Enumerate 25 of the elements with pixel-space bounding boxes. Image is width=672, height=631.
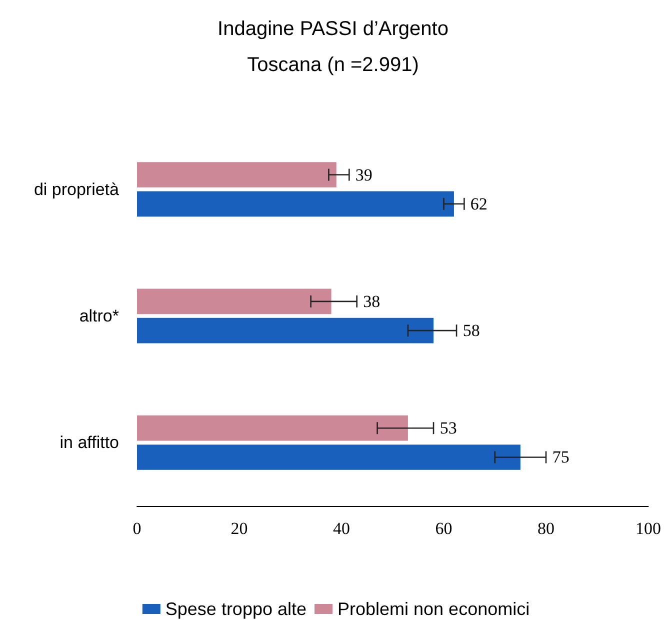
data-label: 39	[355, 165, 372, 184]
bar	[137, 191, 454, 217]
x-tick-label: 100	[636, 519, 661, 538]
y-tick-label: di proprietà	[34, 180, 120, 199]
y-tick-label: in affitto	[60, 433, 119, 452]
legend-label: Problemi non economici	[338, 599, 530, 619]
x-tick-label: 0	[132, 519, 142, 538]
bar	[137, 318, 434, 344]
x-tick-label: 80	[538, 519, 554, 538]
data-label: 38	[363, 292, 380, 311]
bar	[137, 288, 332, 314]
x-tick-label: 60	[435, 519, 452, 538]
bar	[137, 415, 408, 441]
data-label: 62	[470, 194, 488, 214]
bar	[137, 444, 520, 470]
x-tick-label: 20	[230, 519, 248, 538]
chart-title: Indagine PASSI d’Argento	[218, 18, 448, 40]
x-tick-label: 40	[333, 519, 350, 538]
y-tick-label: altro*	[79, 306, 120, 326]
data-label: 58	[462, 321, 480, 340]
data-label: 75	[552, 448, 570, 467]
data-label: 53	[440, 418, 457, 438]
legend-label: Spese troppo alte	[165, 599, 307, 619]
bar	[137, 162, 336, 188]
chart-subtitle: Toscana (n =2.991)	[247, 54, 419, 76]
